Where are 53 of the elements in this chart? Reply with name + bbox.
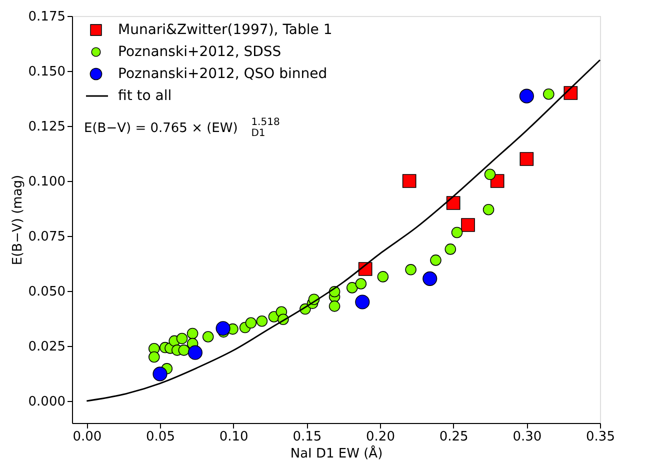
y-tick-label: 0.125: [28, 120, 66, 134]
point: [520, 152, 534, 166]
point: [178, 344, 190, 356]
legend-label: Munari&Zwitter(1997), Table 1: [118, 22, 332, 38]
annotation: E(B−V) = 0.765 × (EW)D11.518: [84, 117, 280, 139]
y-axis-title: E(B−V) (mag): [10, 174, 26, 266]
legend-label: Poznanski+2012, QSO binned: [118, 66, 328, 82]
x-tick-label: 0.05: [146, 430, 175, 444]
point: [482, 204, 494, 216]
x-tick-label: 0.30: [512, 430, 542, 444]
point: [461, 218, 475, 232]
x-axis-title: NaI D1 EW (Å): [290, 444, 383, 462]
x-tick-label: 0.25: [439, 430, 468, 444]
y-tick-label: 0.175: [28, 10, 66, 24]
point: [346, 282, 358, 294]
point: [328, 300, 340, 312]
point: [152, 366, 168, 382]
x-tick-label: 0.00: [72, 430, 102, 444]
x-tick-label: 0.10: [219, 430, 248, 444]
point: [405, 264, 416, 276]
point: [188, 345, 202, 360]
y-tick-label: 0.150: [28, 64, 66, 80]
point: [148, 351, 160, 363]
point: [543, 88, 554, 100]
point: [422, 271, 438, 286]
x-tick-label: 0.35: [586, 430, 615, 444]
point: [444, 244, 456, 255]
point: [355, 278, 367, 290]
y-tick-label: 0.075: [28, 230, 66, 244]
point: [451, 226, 463, 238]
x-tick-label: 0.15: [292, 430, 322, 444]
point: [355, 294, 370, 310]
point: [216, 321, 230, 336]
point: [256, 316, 268, 327]
y-tick-label: 0.025: [28, 340, 66, 354]
y-tick-label: 0.050: [28, 284, 66, 300]
point: [446, 196, 460, 210]
y-tick-label: 0.100: [28, 174, 66, 190]
point: [245, 317, 257, 329]
x-tick-label: 0.20: [366, 430, 395, 444]
point: [377, 271, 389, 282]
point: [202, 331, 214, 342]
legend-label: Poznanski+2012, SDSS: [118, 44, 282, 60]
y-tick-label: 0.000: [28, 394, 66, 410]
line-series: [86, 59, 601, 402]
point: [564, 86, 578, 100]
point: [430, 254, 442, 266]
point: [176, 332, 188, 344]
point: [519, 88, 534, 104]
point: [402, 174, 416, 188]
point: [484, 168, 496, 180]
point: [186, 328, 198, 340]
legend-label: fit to all: [118, 88, 172, 104]
